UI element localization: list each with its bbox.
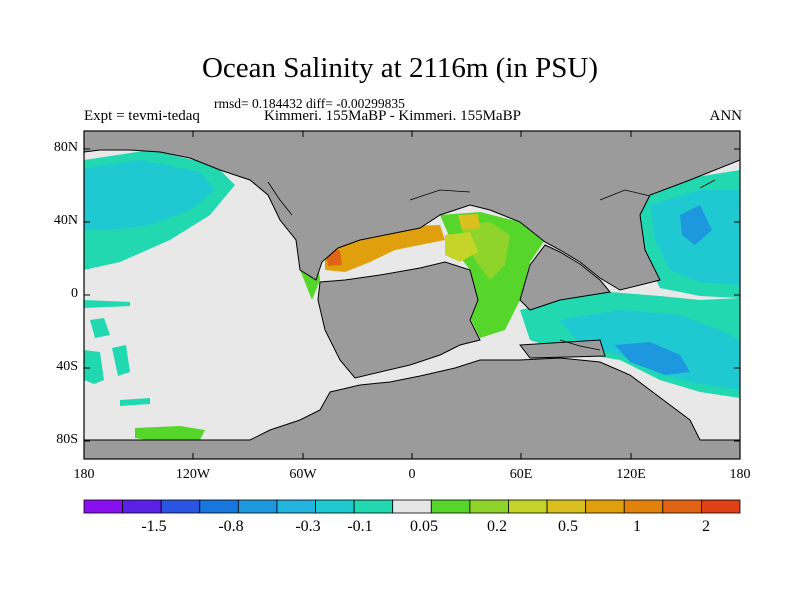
lon-label-60w: 60W: [289, 467, 317, 482]
deep-negative-anomaly-regions: [615, 205, 712, 375]
colorbar-box: [160, 499, 201, 514]
colorbar-label: 0.5: [558, 518, 578, 535]
colorbar-label: -0.1: [347, 518, 373, 535]
colorbar-box: [353, 499, 394, 514]
map-title: Ocean Salinity at 2116m (in PSU): [201, 52, 599, 84]
colorbar-box: [276, 499, 316, 514]
experiment-label: Expt = tevmi-tedaq: [84, 108, 200, 124]
colorbar-label: -0.3: [295, 518, 321, 535]
lon-label-60e: 60E: [509, 467, 533, 482]
lat-label-80n: 80N: [53, 140, 78, 155]
colorbar-box: [83, 499, 123, 514]
colorbar-box: [430, 499, 471, 514]
lon-label-0: 0: [408, 467, 416, 482]
lon-label-180w: 180: [73, 467, 95, 482]
colorbar-box: [122, 499, 162, 514]
stats-line: rmsd= 0.184432 diff= -0.00299835: [214, 96, 405, 111]
colorbar-box: [701, 499, 741, 514]
colorbar-box: [199, 499, 239, 514]
lat-label-80s: 80S: [56, 432, 78, 447]
colorbar-box: [392, 499, 432, 514]
colorbar-label: -1.5: [141, 518, 167, 535]
land-masses: [84, 131, 740, 459]
colorbar-label: -0.8: [218, 518, 244, 535]
axis-ticks: [83, 131, 741, 459]
colorbar-box: [585, 499, 625, 514]
comparison-label: Kimmeri. 155MaBP - Kimmeri. 155MaBP: [264, 108, 521, 124]
colorbar-box: [469, 499, 509, 514]
lat-label-40s: 40S: [56, 359, 78, 374]
lat-label-40n: 40N: [53, 213, 78, 228]
lon-label-120w: 120W: [175, 467, 211, 482]
colorbar-box: [623, 499, 664, 514]
season-label: ANN: [709, 108, 743, 124]
colorbar-label: 1: [633, 518, 641, 535]
lon-label-120e: 120E: [616, 467, 646, 482]
coastline-details: [267, 179, 716, 351]
colorbar-label: 0.2: [487, 518, 507, 535]
colorbar-label: 0.05: [410, 518, 438, 535]
colorbar-label: 2: [702, 518, 710, 535]
colorbar-box: [315, 499, 355, 514]
colorbar-box: [508, 499, 548, 514]
colorbar-box: [546, 499, 587, 514]
lon-label-180e: 180: [729, 467, 751, 482]
colorbar-box: [662, 499, 702, 514]
positive-anomaly-regions: [135, 212, 545, 442]
colorbar: [83, 499, 741, 514]
lat-label-0: 0: [71, 286, 78, 301]
colorbar-box: [237, 499, 278, 514]
